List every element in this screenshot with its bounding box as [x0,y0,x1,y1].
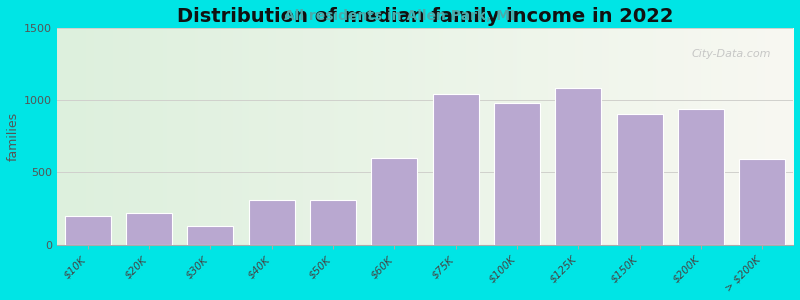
Bar [371,158,418,245]
Bar [555,88,602,245]
Bar [739,159,786,245]
Bar [65,216,110,245]
Bar [187,226,234,245]
Text: All residents in Allen Park, MI: All residents in Allen Park, MI [285,9,515,23]
Text: City-Data.com: City-Data.com [691,49,771,59]
Bar [433,94,478,245]
Bar [494,103,540,245]
Title: Distribution of median family income in 2022: Distribution of median family income in … [177,7,674,26]
Bar [126,213,172,245]
Bar [249,200,294,245]
Y-axis label: families: families [7,112,20,161]
Bar [678,109,724,245]
Bar [310,200,356,245]
Bar [617,115,662,245]
